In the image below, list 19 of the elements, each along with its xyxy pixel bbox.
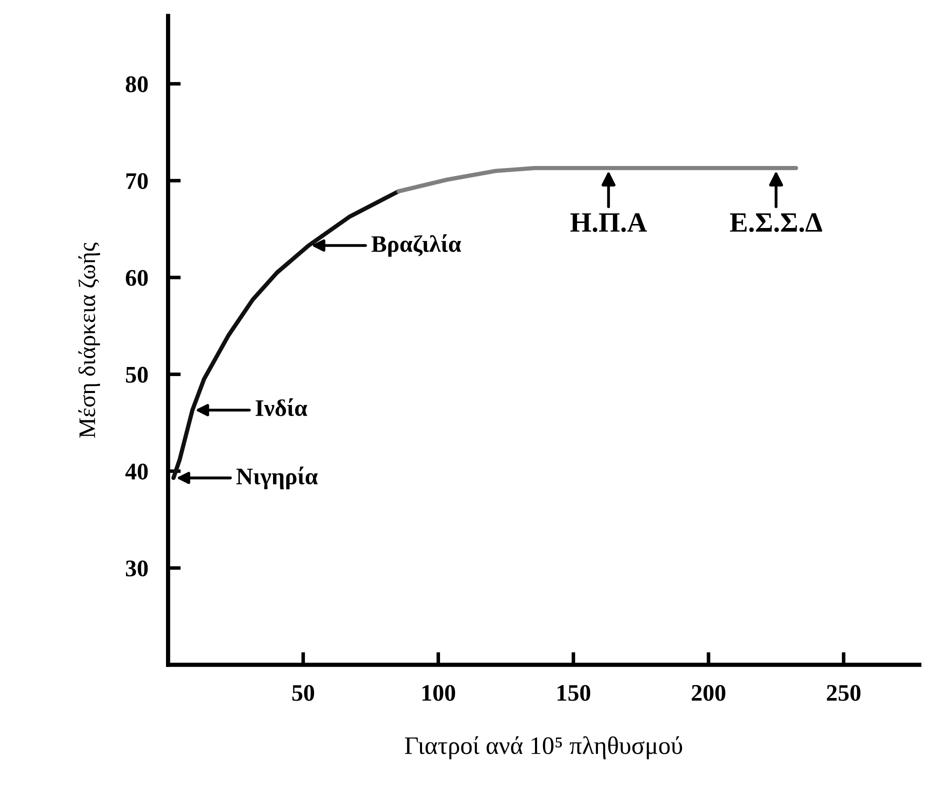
- annotation: Ε.Σ.Σ.Δ: [730, 213, 822, 232]
- x-tick-label: 50: [292, 684, 314, 701]
- x-tick-label: 150: [558, 684, 590, 701]
- y-tick-label: 80: [126, 76, 148, 92]
- annotation: Η.Π.Α: [570, 213, 647, 232]
- x-tick-label: 100: [422, 684, 456, 701]
- y-axis-title: Μέση διάρκεια ζωής: [78, 242, 100, 438]
- x-axis-title: Γιατροί ανά 10⁵ πληθυσμού: [404, 736, 682, 760]
- annotation: Ινδία: [256, 398, 308, 416]
- y-tick-label: 50: [126, 366, 148, 383]
- y-tick-label: 30: [126, 560, 148, 576]
- y-tick-label: 40: [125, 464, 148, 480]
- annotation: Νιγηρία: [236, 466, 318, 490]
- y-tick-label: 60: [126, 270, 148, 286]
- line-series: [396, 166, 798, 194]
- x-tick-label: 250: [826, 684, 860, 701]
- annotation: Βραζιλία: [371, 234, 462, 257]
- x-tick-label: 200: [692, 684, 726, 701]
- y-tick-label: 70: [126, 173, 148, 190]
